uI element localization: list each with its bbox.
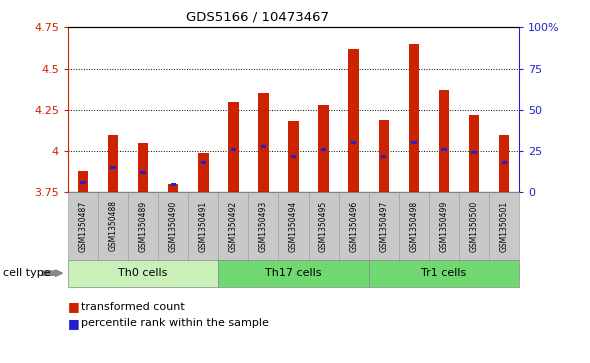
Bar <box>499 135 509 192</box>
Bar <box>349 49 359 192</box>
Bar <box>441 148 447 151</box>
Bar <box>198 153 208 192</box>
Bar <box>471 151 477 154</box>
Text: GSM1350492: GSM1350492 <box>229 200 238 252</box>
Text: cell type: cell type <box>3 268 51 278</box>
Bar <box>411 141 417 144</box>
Bar <box>321 148 326 151</box>
Bar <box>140 171 146 174</box>
Text: GSM1350501: GSM1350501 <box>500 200 509 252</box>
Bar <box>228 102 238 192</box>
Bar <box>502 161 507 164</box>
Bar <box>261 145 266 148</box>
Text: GSM1350489: GSM1350489 <box>139 200 148 252</box>
Bar <box>469 115 479 192</box>
Bar <box>108 135 118 192</box>
Text: GSM1350497: GSM1350497 <box>379 200 388 252</box>
Bar <box>138 143 148 192</box>
Bar <box>409 44 419 192</box>
Text: Th0 cells: Th0 cells <box>119 268 168 278</box>
Bar <box>80 181 86 184</box>
Text: GSM1350499: GSM1350499 <box>440 200 448 252</box>
Text: Tr1 cells: Tr1 cells <box>421 268 467 278</box>
Text: ■: ■ <box>68 300 80 313</box>
Bar <box>168 184 178 192</box>
Text: GSM1350498: GSM1350498 <box>409 200 418 252</box>
Bar <box>379 120 389 192</box>
Text: percentile rank within the sample: percentile rank within the sample <box>81 318 269 328</box>
Text: ■: ■ <box>68 317 80 330</box>
Text: GSM1350495: GSM1350495 <box>319 200 328 252</box>
Bar <box>381 155 386 158</box>
Bar <box>258 93 268 192</box>
Text: GSM1350490: GSM1350490 <box>169 200 178 252</box>
Bar <box>319 105 329 192</box>
Bar <box>351 141 356 144</box>
Text: GSM1350493: GSM1350493 <box>259 200 268 252</box>
Bar <box>78 171 88 192</box>
Text: GSM1350488: GSM1350488 <box>109 200 117 252</box>
Bar <box>201 161 206 164</box>
Bar <box>231 148 236 151</box>
Text: GSM1350494: GSM1350494 <box>289 200 298 252</box>
Bar <box>291 155 296 158</box>
Text: GSM1350500: GSM1350500 <box>470 200 478 252</box>
Text: Th17 cells: Th17 cells <box>266 268 322 278</box>
Text: GDS5166 / 10473467: GDS5166 / 10473467 <box>186 11 329 24</box>
Bar <box>110 166 116 169</box>
Text: GSM1350491: GSM1350491 <box>199 200 208 252</box>
Bar <box>171 183 176 185</box>
Text: GSM1350487: GSM1350487 <box>78 200 87 252</box>
Bar <box>439 90 449 192</box>
Text: GSM1350496: GSM1350496 <box>349 200 358 252</box>
Bar <box>289 121 299 192</box>
Text: transformed count: transformed count <box>81 302 185 312</box>
